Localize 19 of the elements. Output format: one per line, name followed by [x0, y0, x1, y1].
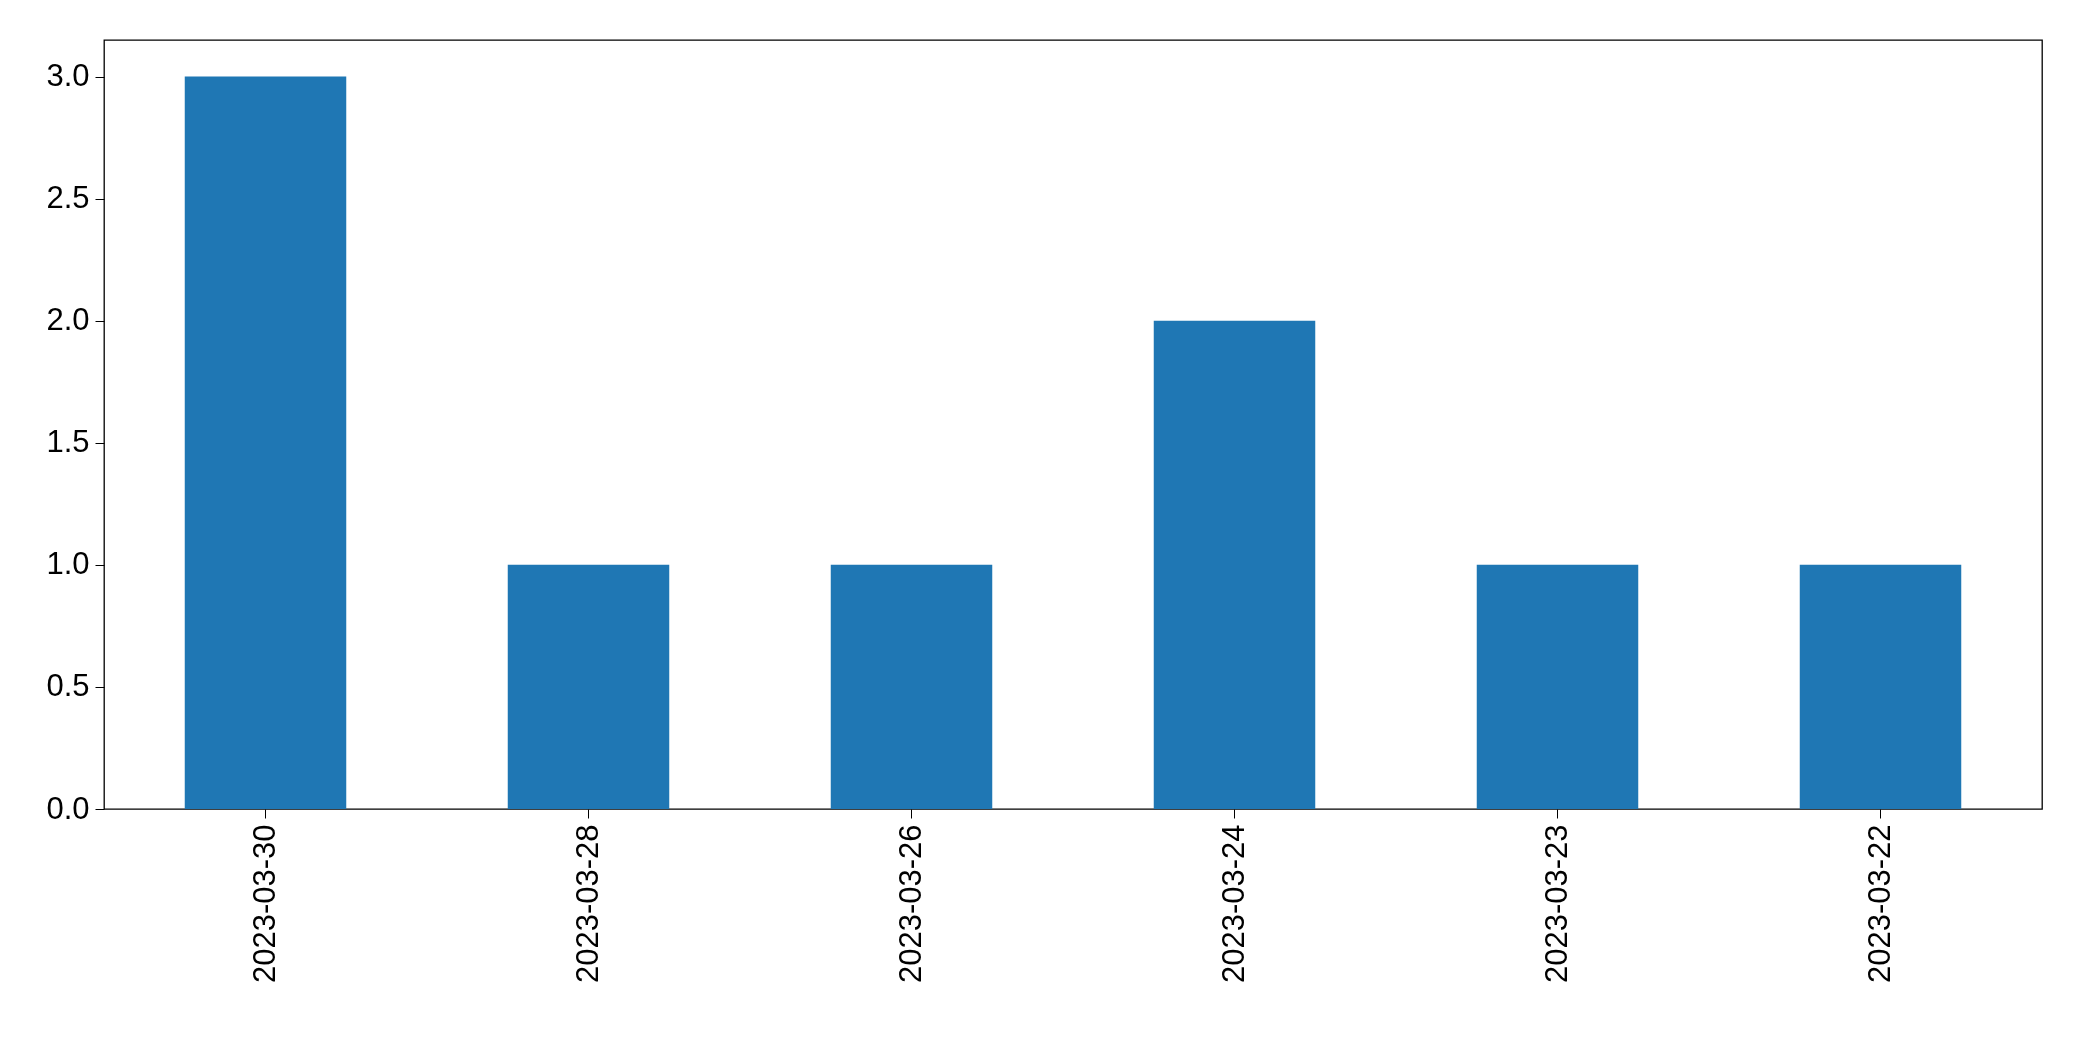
y-tick-label: 2.5 — [46, 180, 90, 216]
y-tick-label: 1.0 — [46, 546, 90, 582]
bar — [1799, 564, 1962, 809]
y-tick-label: 1.5 — [46, 424, 90, 460]
x-tick-label: 2023-03-23 — [1538, 824, 1574, 984]
x-tick-label: 2023-03-22 — [1861, 824, 1897, 984]
x-tick-label: 2023-03-28 — [569, 824, 605, 984]
y-tick-label: 0.5 — [46, 668, 90, 704]
bar — [830, 564, 993, 809]
bar — [1476, 564, 1639, 809]
bar — [507, 564, 670, 809]
y-tick-label: 3.0 — [46, 58, 90, 94]
y-tick-label: 2.0 — [46, 302, 90, 338]
x-tick-label: 2023-03-30 — [246, 824, 282, 984]
y-tick-label: 0.0 — [46, 790, 90, 826]
x-tick-label: 2023-03-26 — [892, 824, 928, 984]
x-tick-label: 2023-03-24 — [1215, 824, 1251, 984]
bar — [184, 76, 347, 809]
bar — [1153, 320, 1316, 809]
